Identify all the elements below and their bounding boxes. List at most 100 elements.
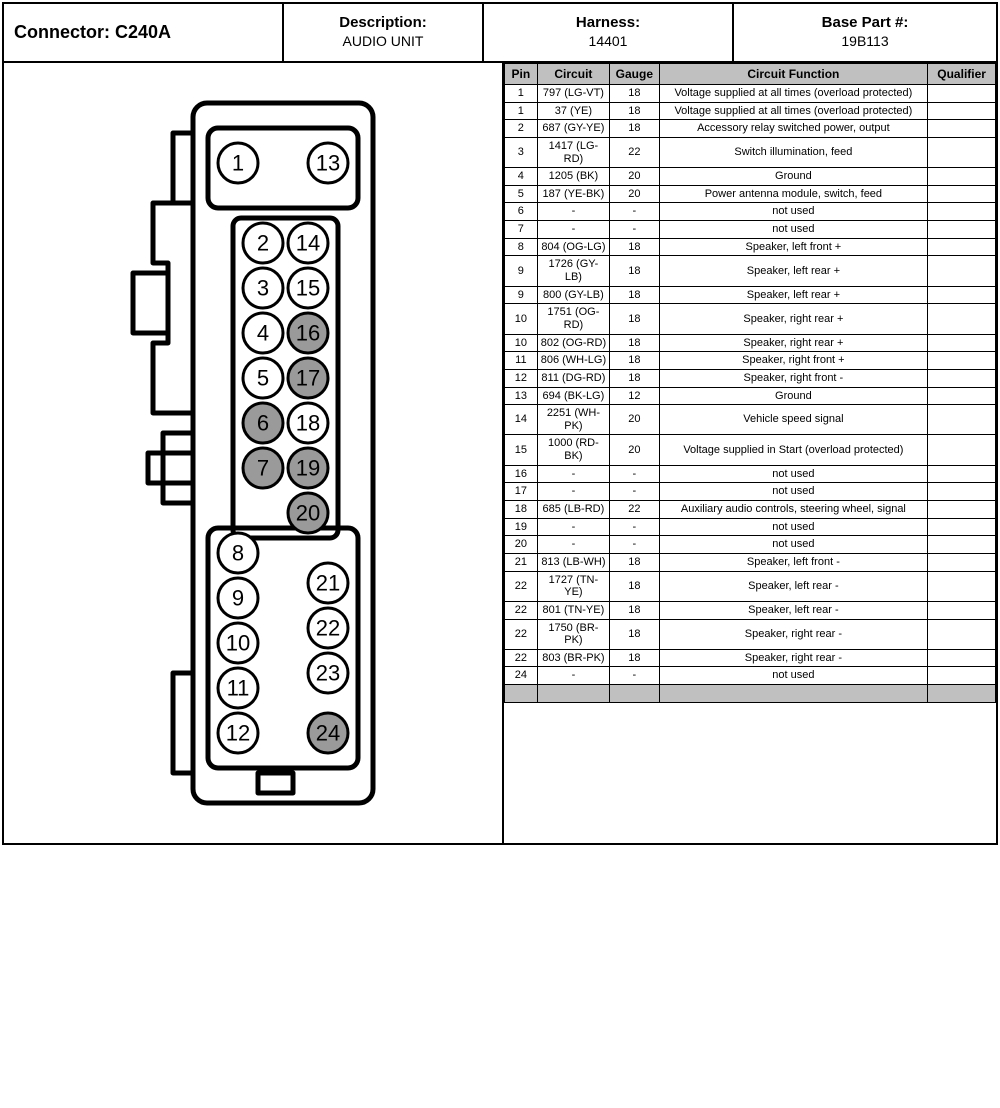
table-cell: 1000 (RD-BK) xyxy=(537,435,609,465)
table-footer-cell xyxy=(537,685,609,703)
table-cell: Vehicle speed signal xyxy=(659,405,928,435)
table-cell: 22 xyxy=(610,501,659,519)
pin-label-4: 4 xyxy=(257,321,269,346)
pin-label-2: 2 xyxy=(257,231,269,256)
table-row: 142251 (WH-PK)20Vehicle speed signal xyxy=(505,405,996,435)
table-cell xyxy=(928,352,996,370)
pin-label-22: 22 xyxy=(316,616,340,641)
table-cell: - xyxy=(610,483,659,501)
table-row: 19--not used xyxy=(505,518,996,536)
table-cell: 2 xyxy=(505,120,538,138)
pin-label-1: 1 xyxy=(232,151,244,176)
tab-top xyxy=(173,133,193,203)
pins-group: 123456789101112131415161718192021222324 xyxy=(218,143,348,753)
table-cell xyxy=(928,102,996,120)
table-row: 137 (YE)18Voltage supplied at all times … xyxy=(505,102,996,120)
table-cell: 1727 (TN-YE) xyxy=(537,571,609,601)
table-cell: Ground xyxy=(659,387,928,405)
table-cell: 22 xyxy=(505,649,538,667)
table-row: 21813 (LB-WH)18Speaker, left front - xyxy=(505,553,996,571)
latch-block-1 xyxy=(153,203,193,413)
table-cell: Speaker, left rear - xyxy=(659,601,928,619)
harness-label: Harness: xyxy=(492,14,724,31)
table-cell xyxy=(928,256,996,286)
table-cell xyxy=(928,286,996,304)
table-cell: - xyxy=(537,536,609,554)
basepart-value: 19B113 xyxy=(742,33,988,49)
table-cell: Speaker, left rear + xyxy=(659,286,928,304)
table-row: 221727 (TN-YE)18Speaker, left rear - xyxy=(505,571,996,601)
table-cell: 20 xyxy=(610,435,659,465)
table-cell: 9 xyxy=(505,256,538,286)
table-cell xyxy=(928,553,996,571)
table-cell: 18 xyxy=(610,649,659,667)
table-cell xyxy=(928,203,996,221)
table-cell: 18 xyxy=(610,334,659,352)
table-cell xyxy=(928,405,996,435)
table-cell: 12 xyxy=(610,387,659,405)
pin-label-5: 5 xyxy=(257,366,269,391)
table-cell: 1205 (BK) xyxy=(537,168,609,186)
table-cell: - xyxy=(610,536,659,554)
table-cell: - xyxy=(610,465,659,483)
table-cell xyxy=(928,536,996,554)
pin-label-17: 17 xyxy=(296,366,320,391)
table-cell: Speaker, right rear + xyxy=(659,304,928,334)
table-cell xyxy=(928,185,996,203)
table-row: 12811 (DG-RD)18Speaker, right front - xyxy=(505,369,996,387)
pin-label-10: 10 xyxy=(226,631,250,656)
table-cell: - xyxy=(610,518,659,536)
tab-bottom xyxy=(173,673,193,773)
table-row: 13694 (BK-LG)12Ground xyxy=(505,387,996,405)
table-cell: 3 xyxy=(505,137,538,167)
table-cell: 1417 (LG-RD) xyxy=(537,137,609,167)
table-cell: 12 xyxy=(505,369,538,387)
table-cell: 24 xyxy=(505,667,538,685)
pin-label-18: 18 xyxy=(296,411,320,436)
table-row: 20--not used xyxy=(505,536,996,554)
table-row: 18685 (LB-RD)22Auxiliary audio controls,… xyxy=(505,501,996,519)
table-cell: 806 (WH-LG) xyxy=(537,352,609,370)
pin-label-11: 11 xyxy=(227,676,250,701)
table-cell: 18 xyxy=(610,601,659,619)
table-cell xyxy=(928,304,996,334)
table-cell: Speaker, right front - xyxy=(659,369,928,387)
table-cell: 18 xyxy=(610,369,659,387)
table-cell: 21 xyxy=(505,553,538,571)
table-cell xyxy=(928,120,996,138)
table-cell: 20 xyxy=(505,536,538,554)
table-cell: Auxiliary audio controls, steering wheel… xyxy=(659,501,928,519)
table-cell: 18 xyxy=(610,238,659,256)
pin-table-body: 1797 (LG-VT)18Voltage supplied at all ti… xyxy=(505,85,996,703)
table-cell: not used xyxy=(659,667,928,685)
table-cell: 18 xyxy=(610,102,659,120)
table-cell: 797 (LG-VT) xyxy=(537,85,609,103)
table-footer-row xyxy=(505,685,996,703)
table-cell: not used xyxy=(659,483,928,501)
pin-label-21: 21 xyxy=(316,571,340,596)
table-cell xyxy=(928,649,996,667)
table-cell xyxy=(928,369,996,387)
table-cell xyxy=(928,334,996,352)
table-cell: 22 xyxy=(505,571,538,601)
table-row: 24--not used xyxy=(505,667,996,685)
col-header-pin: Pin xyxy=(505,64,538,85)
table-row: 6--not used xyxy=(505,203,996,221)
table-cell: 18 xyxy=(610,571,659,601)
table-row: 221750 (BR-PK)18Speaker, right rear - xyxy=(505,619,996,649)
tab-mid xyxy=(163,433,193,503)
connector-id-text: Connector: C240A xyxy=(14,22,171,42)
table-cell: Power antenna module, switch, feed xyxy=(659,185,928,203)
table-cell: 18 xyxy=(610,120,659,138)
table-cell: 18 xyxy=(610,304,659,334)
table-cell: not used xyxy=(659,203,928,221)
table-cell: Speaker, left rear - xyxy=(659,571,928,601)
table-cell xyxy=(928,571,996,601)
table-cell: - xyxy=(610,221,659,239)
table-cell: 22 xyxy=(505,601,538,619)
pin-label-8: 8 xyxy=(232,541,244,566)
table-cell xyxy=(928,619,996,649)
table-cell: 9 xyxy=(505,286,538,304)
table-row: 101751 (OG-RD)18Speaker, right rear + xyxy=(505,304,996,334)
pin-table-area: Pin Circuit Gauge Circuit Function Quali… xyxy=(504,63,996,843)
